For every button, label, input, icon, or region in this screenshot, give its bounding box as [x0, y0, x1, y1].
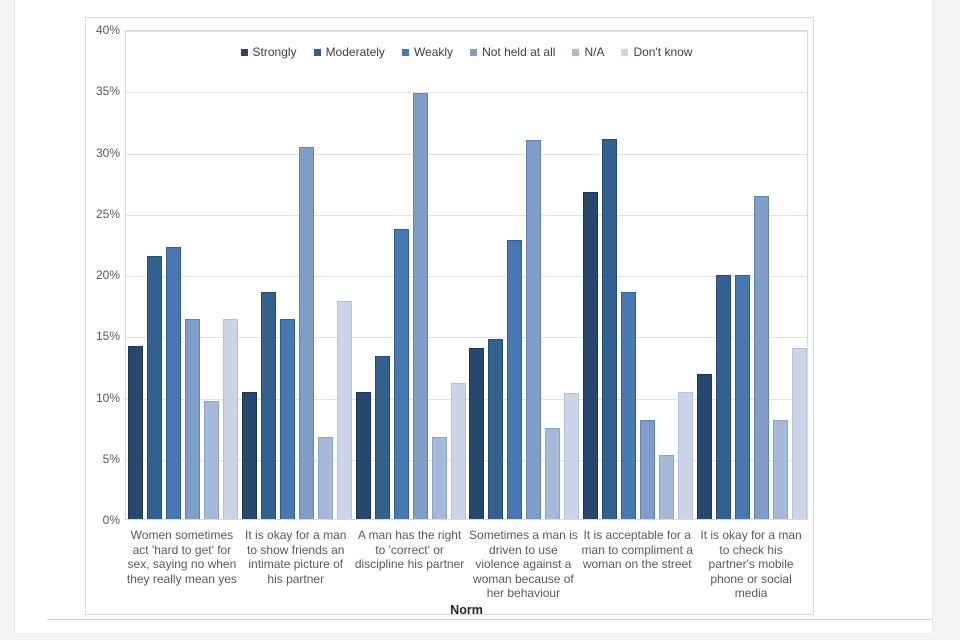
y-tick-label: 10%: [95, 390, 120, 405]
y-tick-label: 15%: [95, 329, 120, 344]
x-axis-title: Norm: [450, 603, 483, 617]
bar: [260, 292, 276, 519]
category-label: A man has the right to 'correct' or disc…: [354, 528, 465, 571]
y-tick-label: 0%: [102, 513, 120, 527]
legend-item: Don't know: [621, 45, 692, 59]
plot-area: Strongly Moderately Weakly Not held at all N…: [125, 30, 808, 520]
bar: [450, 383, 466, 519]
y-tick-label: 35%: [95, 84, 120, 99]
gridline: [126, 31, 807, 32]
gridline: [126, 459, 807, 461]
bar: [355, 391, 371, 519]
legend-item: Weakly: [401, 45, 454, 59]
legend-label: Moderately: [325, 45, 385, 59]
section-divider: [47, 619, 931, 620]
bar: [431, 436, 447, 519]
legend-label: Weakly: [413, 45, 454, 59]
legend-item: Moderately: [313, 45, 385, 59]
bar: [241, 391, 257, 519]
bar-group: [468, 140, 582, 519]
y-tick-label: 5%: [102, 451, 120, 466]
bar: [792, 347, 808, 519]
bar: [602, 139, 618, 519]
bar: [716, 275, 732, 519]
legend-item: Not held at all: [470, 45, 555, 59]
bar: [564, 392, 580, 519]
legend-swatch-icon: [401, 48, 409, 56]
bar-group: [581, 139, 695, 519]
category-label: It is okay for a man to show friends an …: [245, 528, 347, 586]
legend-label: N/A: [584, 45, 605, 59]
chart-card: Strongly Moderately Weakly Not held at all N…: [85, 17, 814, 617]
bar: [146, 255, 162, 519]
bar: [279, 319, 295, 519]
category-label: It is acceptable for a man to compliment…: [581, 528, 693, 571]
gridline: [126, 214, 807, 216]
bar-group: [126, 247, 240, 519]
bar: [754, 195, 770, 519]
bar: [374, 356, 390, 519]
bar: [336, 300, 352, 519]
legend-label: Strongly: [252, 45, 297, 59]
bar: [621, 292, 637, 519]
bar: [507, 239, 523, 519]
legend-swatch-icon: [470, 48, 478, 56]
legend-label: Not held at all: [482, 45, 556, 59]
bar: [659, 455, 675, 519]
bar: [184, 319, 200, 519]
y-tick-label: 20%: [95, 268, 120, 282]
bar-group: [354, 92, 468, 519]
bar: [678, 391, 694, 519]
bar: [298, 146, 314, 519]
gridline: [126, 92, 807, 94]
bar: [640, 419, 656, 519]
bar: [773, 419, 789, 519]
legend-item: Strongly: [240, 45, 297, 59]
category-label: Women sometimes act 'hard to get' for se…: [126, 528, 237, 586]
bar: [697, 374, 713, 519]
x-axis-category-labels: Women sometimes act 'hard to get' for se…: [125, 528, 808, 601]
y-tick-label: 40%: [95, 23, 120, 37]
gridline: [126, 153, 807, 155]
bar: [488, 338, 504, 519]
bar: [317, 436, 333, 519]
bar: [583, 191, 599, 519]
bar: [735, 275, 751, 519]
gridline: [126, 337, 807, 339]
bar: [127, 346, 143, 519]
bar: [526, 140, 542, 519]
bar: [545, 428, 561, 519]
page-content-panel: Strongly Moderately Weakly Not held at all N…: [14, 0, 933, 633]
chart-legend: Strongly Moderately Weakly Not held at all N…: [126, 45, 807, 59]
bar: [393, 228, 409, 519]
legend-swatch-icon: [572, 48, 580, 56]
bar: [222, 319, 238, 519]
gridline: [126, 398, 807, 400]
bar-group: [240, 146, 354, 519]
legend-label: Don't know: [633, 45, 693, 59]
legend-swatch-icon: [621, 48, 629, 56]
category-label: Sometimes a man is driven to use violenc…: [469, 528, 578, 600]
gridline: [126, 276, 807, 277]
legend-swatch-icon: [240, 48, 248, 56]
legend-item: N/A: [572, 45, 604, 59]
bar: [203, 401, 219, 519]
legend-swatch-icon: [313, 48, 321, 56]
y-tick-label: 30%: [95, 145, 120, 160]
bar: [469, 347, 485, 519]
bar: [412, 92, 428, 519]
y-tick-label: 25%: [95, 206, 120, 221]
category-label: It is okay for a man to check his partne…: [700, 528, 802, 600]
bar-group: [695, 195, 809, 519]
bar: [165, 247, 181, 519]
